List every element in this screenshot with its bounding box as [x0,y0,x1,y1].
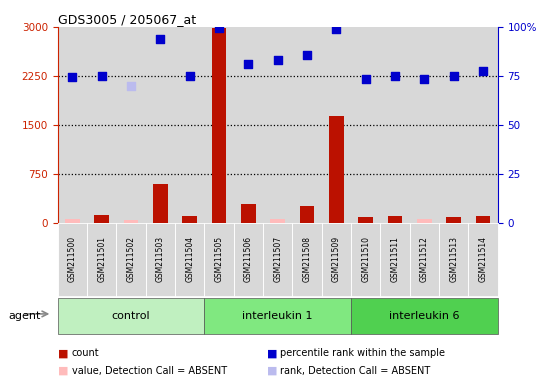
Text: ■: ■ [58,348,68,358]
Point [390,73,399,79]
Text: GSM211510: GSM211510 [361,236,370,282]
Text: value, Detection Call = ABSENT: value, Detection Call = ABSENT [72,366,227,376]
Bar [447,217,461,223]
Text: rank, Detection Call = ABSENT: rank, Detection Call = ABSENT [280,366,431,376]
Point [156,36,165,42]
Text: interleukin 6: interleukin 6 [389,311,460,321]
Bar [388,215,403,223]
Bar [359,217,373,223]
Text: count: count [72,348,99,358]
Text: GSM211506: GSM211506 [244,236,253,282]
Bar [175,27,205,223]
Bar [293,27,322,223]
Text: GSM211503: GSM211503 [156,236,165,282]
Text: ■: ■ [58,366,68,376]
Bar [410,27,439,223]
Text: GSM211514: GSM211514 [478,236,488,282]
Text: GSM211509: GSM211509 [332,236,341,282]
Text: GSM211504: GSM211504 [185,236,194,282]
Bar [300,206,315,223]
Point [478,68,487,74]
Bar [95,215,109,223]
Text: GSM211502: GSM211502 [126,236,136,282]
Text: GSM211511: GSM211511 [390,236,400,282]
Text: GSM211500: GSM211500 [68,236,77,282]
Bar [417,220,432,223]
Bar [469,27,498,223]
Text: GSM211508: GSM211508 [302,236,312,282]
Text: agent: agent [8,311,41,321]
Point [332,26,341,33]
Point [361,76,370,82]
Text: ■: ■ [267,348,277,358]
Bar [117,27,146,223]
Text: GSM211512: GSM211512 [420,236,429,282]
Bar [271,220,285,223]
Text: percentile rank within the sample: percentile rank within the sample [280,348,446,358]
Bar [87,27,117,223]
Text: control: control [112,311,150,321]
Bar [183,216,197,223]
Text: ■: ■ [267,366,277,376]
Text: GSM211513: GSM211513 [449,236,458,282]
Bar [381,27,410,223]
Bar [65,220,80,223]
Point [273,56,282,63]
Bar [58,27,87,223]
Point [214,25,223,31]
Text: interleukin 1: interleukin 1 [243,311,313,321]
Bar [351,27,381,223]
Point [302,52,311,58]
Bar [329,116,344,223]
Text: GSM211501: GSM211501 [97,236,106,282]
Bar [205,27,234,223]
Bar [241,204,256,223]
Text: GSM211507: GSM211507 [273,236,282,282]
Point [420,76,429,82]
Point [97,73,106,79]
Point [244,61,253,67]
Bar [476,215,491,223]
Bar [322,27,351,223]
Point [449,73,458,79]
Bar [234,27,263,223]
Bar [212,28,227,223]
Bar [263,27,293,223]
Point [68,74,77,80]
Point [185,73,194,79]
Bar [153,184,168,223]
Point [126,83,135,89]
Text: GSM211505: GSM211505 [214,236,224,282]
Bar [124,220,139,223]
Bar [439,27,469,223]
Text: GDS3005 / 205067_at: GDS3005 / 205067_at [58,13,196,26]
Bar [146,27,175,223]
